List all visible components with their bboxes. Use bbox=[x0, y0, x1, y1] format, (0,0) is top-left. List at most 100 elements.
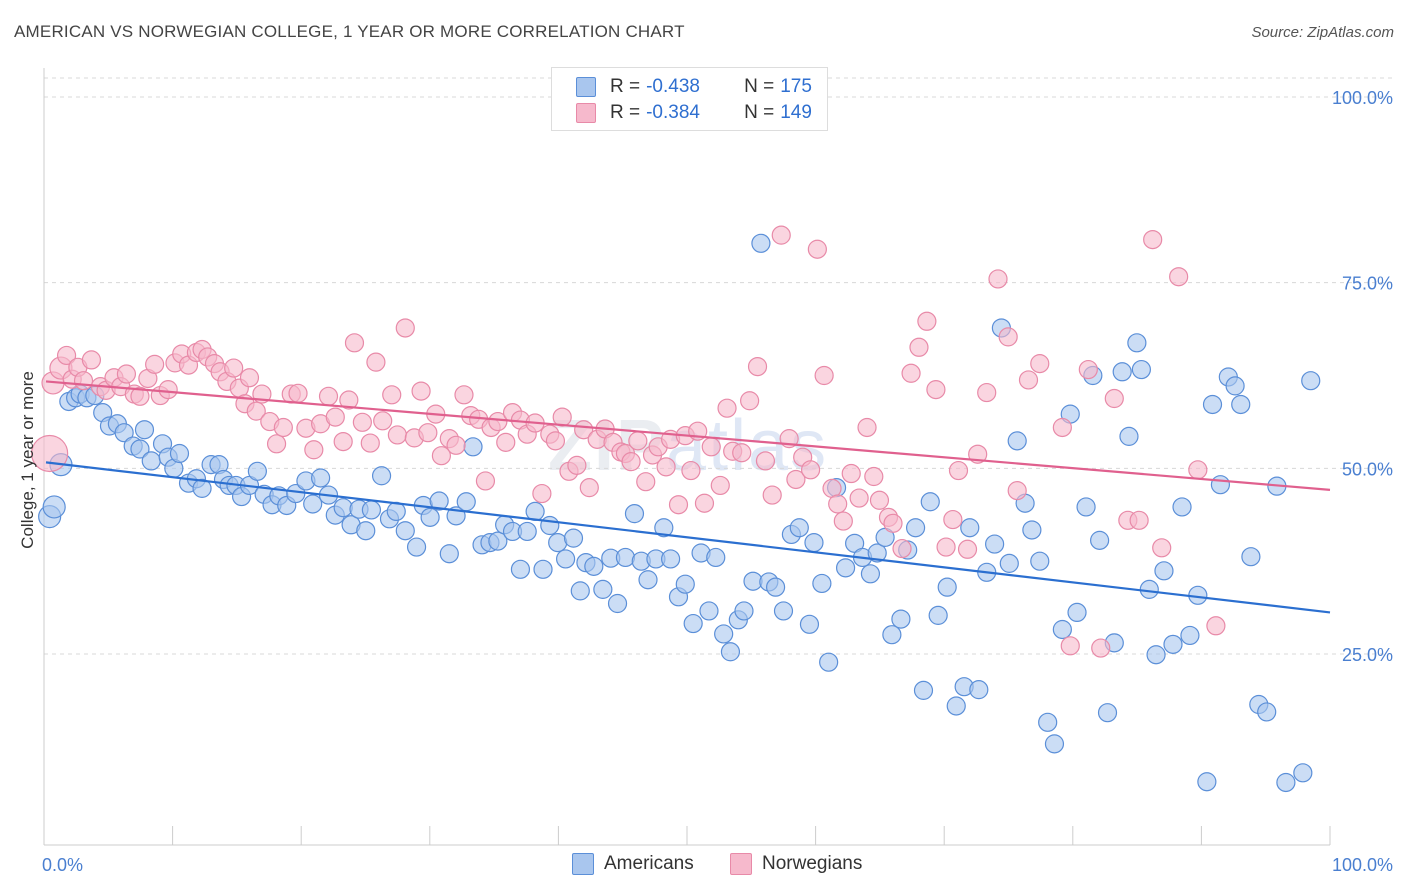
american-point bbox=[1257, 702, 1277, 722]
norwegian-point bbox=[266, 434, 287, 454]
norwegian-point bbox=[446, 435, 466, 455]
american-point bbox=[1231, 394, 1251, 415]
legend-swatch-norwegians bbox=[576, 103, 596, 123]
american-point bbox=[891, 609, 911, 629]
american-point bbox=[699, 601, 719, 621]
american-point bbox=[1127, 333, 1147, 353]
norwegian-point bbox=[366, 352, 386, 372]
norwegian-point bbox=[246, 401, 266, 421]
american-point bbox=[765, 577, 786, 597]
american-point bbox=[563, 528, 584, 548]
norwegian-point bbox=[532, 483, 552, 504]
american-point bbox=[420, 507, 440, 527]
american-point bbox=[913, 680, 934, 700]
norwegian-point bbox=[786, 469, 806, 490]
american-point bbox=[570, 581, 590, 601]
axes bbox=[43, 68, 1331, 846]
norwegian-point bbox=[833, 511, 853, 531]
y-axis-title: College, 1 year or more bbox=[18, 371, 37, 549]
norwegian-point bbox=[747, 356, 768, 377]
american-point bbox=[734, 601, 754, 621]
american-point bbox=[706, 547, 726, 568]
legend-row-norwegians: R = -0.384 N = 149 bbox=[576, 100, 812, 126]
american-point bbox=[946, 696, 966, 716]
norwegian-point bbox=[814, 365, 834, 386]
american-point bbox=[169, 443, 190, 464]
american-point bbox=[660, 549, 681, 569]
norwegian-point bbox=[828, 494, 848, 514]
american-point bbox=[1076, 497, 1096, 517]
american-point bbox=[1276, 772, 1296, 793]
norwegian-point bbox=[656, 457, 676, 477]
american-point bbox=[439, 544, 459, 564]
american-point bbox=[1241, 547, 1261, 567]
american-point bbox=[584, 556, 604, 576]
american-point bbox=[593, 579, 613, 599]
norwegian-point bbox=[116, 364, 137, 384]
american-point bbox=[624, 504, 645, 524]
norwegian-point bbox=[883, 513, 903, 533]
american-point bbox=[1293, 763, 1313, 783]
norwegian-point bbox=[373, 411, 393, 431]
norwegian-point bbox=[545, 431, 566, 451]
norwegian-point bbox=[1169, 267, 1189, 287]
norwegian-point bbox=[496, 432, 516, 452]
american-point bbox=[303, 494, 323, 514]
norwegian-point bbox=[1104, 388, 1124, 409]
american-point bbox=[789, 518, 809, 538]
american-point bbox=[488, 531, 508, 551]
norwegian-point bbox=[943, 509, 963, 530]
bottom-legend-americans[interactable]: Americans bbox=[572, 852, 694, 876]
norwegian-point bbox=[567, 455, 587, 475]
american-point bbox=[1180, 625, 1200, 646]
norwegians-points bbox=[31, 225, 1226, 658]
x-tick-label: 0.0% bbox=[42, 855, 83, 875]
norwegian-point bbox=[382, 385, 402, 405]
american-point bbox=[714, 624, 734, 644]
american-point bbox=[548, 532, 568, 553]
legend: R = -0.438 N = 175 R = -0.384 N = 149 bbox=[551, 67, 828, 131]
american-point bbox=[928, 605, 948, 625]
norwegian-point bbox=[864, 466, 884, 487]
norwegian-point bbox=[988, 269, 1008, 289]
norwegian-point bbox=[957, 539, 978, 559]
american-point bbox=[654, 518, 674, 538]
norwegian-point bbox=[411, 381, 431, 401]
american-point bbox=[533, 559, 553, 579]
americans-trend-line bbox=[45, 461, 1331, 614]
chart-title: AMERICAN VS NORWEGIAN COLLEGE, 1 YEAR OR… bbox=[14, 22, 685, 41]
norwegian-point bbox=[145, 354, 165, 374]
norwegian-point bbox=[1206, 616, 1226, 636]
american-point bbox=[1007, 431, 1027, 451]
american-point bbox=[675, 574, 695, 594]
american-point bbox=[751, 233, 771, 253]
norwegian-point bbox=[574, 420, 594, 440]
american-point bbox=[1154, 561, 1174, 581]
norwegian-point bbox=[288, 383, 308, 403]
american-point bbox=[130, 439, 150, 459]
american-point bbox=[773, 601, 794, 621]
axis-labels: 25.0% 50.0% 75.0% 100.0% 0.0% 100.0% College, … bbox=[18, 88, 1393, 875]
norwegian-point bbox=[762, 485, 782, 505]
norwegians-label: Norwegians bbox=[762, 853, 863, 874]
norwegian-point bbox=[304, 440, 324, 460]
american-point bbox=[1030, 551, 1050, 571]
american-point bbox=[141, 451, 161, 471]
american-point bbox=[867, 543, 887, 563]
american-point bbox=[1044, 734, 1065, 754]
legend-n-label: N = bbox=[744, 76, 775, 97]
norwegian-point bbox=[130, 386, 150, 406]
norwegian-point bbox=[909, 337, 929, 357]
americans-points bbox=[38, 233, 1321, 793]
norwegian-point bbox=[892, 538, 912, 559]
american-point bbox=[510, 559, 531, 579]
grid bbox=[44, 77, 1392, 655]
american-point bbox=[356, 521, 376, 541]
american-point bbox=[1067, 602, 1087, 623]
legend-swatch-americans bbox=[576, 77, 596, 97]
american-point bbox=[860, 564, 881, 584]
norwegian-point bbox=[31, 434, 69, 473]
bottom-legend-norwegians[interactable]: Norwegians bbox=[730, 852, 862, 876]
legend-r-value: -0.438 bbox=[646, 76, 700, 97]
american-point bbox=[1112, 362, 1132, 382]
